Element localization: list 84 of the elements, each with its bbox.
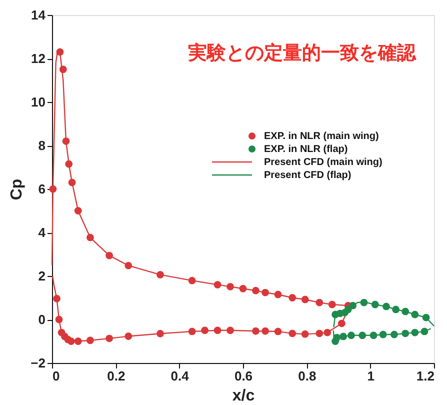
x-tick-label: 0.4 <box>170 368 190 384</box>
point <box>349 302 357 310</box>
point <box>86 234 94 242</box>
x-tick-label: 0 <box>52 368 60 384</box>
point <box>214 281 222 288</box>
x-tick-label: 1 <box>367 368 374 384</box>
y-tick-label: 6 <box>38 182 46 196</box>
point <box>324 328 332 336</box>
point <box>106 252 114 260</box>
x-tick-label: 0.2 <box>107 368 126 384</box>
point <box>340 332 347 340</box>
text: 実験との定量的一致を確認 <box>187 42 417 64</box>
point <box>106 334 114 342</box>
point <box>316 330 324 338</box>
point <box>53 294 60 302</box>
x-tick-label: 0.8 <box>298 368 316 384</box>
point <box>68 178 76 186</box>
point <box>49 185 57 193</box>
point <box>370 332 378 340</box>
point <box>156 330 164 338</box>
point <box>201 326 209 334</box>
point <box>56 48 64 56</box>
x-tick-label: 0.6 <box>234 368 253 384</box>
point <box>316 298 324 306</box>
point <box>252 327 260 335</box>
point <box>382 302 390 310</box>
point <box>274 290 282 298</box>
point <box>288 294 296 302</box>
point <box>65 160 73 168</box>
point <box>124 262 132 270</box>
point <box>262 288 269 296</box>
point <box>124 332 132 340</box>
point <box>274 328 282 336</box>
legend-label: EXP. in NLR (flap) <box>264 144 348 155</box>
point <box>411 328 419 336</box>
point <box>402 308 410 316</box>
point <box>262 327 269 335</box>
point <box>328 300 336 308</box>
point <box>156 270 164 278</box>
y-axis-title: Cp <box>8 178 26 200</box>
point <box>55 316 63 324</box>
point <box>226 326 234 334</box>
point <box>338 320 346 328</box>
point <box>59 66 67 74</box>
y-tick-label: 12 <box>31 51 46 66</box>
y-tick-label: 4 <box>38 225 46 240</box>
y-tick-label: 10 <box>31 94 46 110</box>
point <box>288 330 296 338</box>
point <box>74 207 82 214</box>
point <box>86 336 94 344</box>
point <box>348 332 355 340</box>
legend-label: Present CFD (flap) <box>264 170 352 181</box>
y-tick-label: 14 <box>31 8 46 22</box>
y-tick-label: 2 <box>38 268 46 284</box>
point <box>392 306 400 314</box>
point <box>252 286 260 294</box>
point <box>226 282 234 290</box>
y-tick-label: 8 <box>38 138 46 153</box>
point <box>358 332 366 340</box>
point <box>74 338 82 345</box>
x-tick-label: 1.2 <box>416 368 434 384</box>
point <box>333 334 341 342</box>
legend-label: EXP. in NLR (main wing) <box>264 131 379 142</box>
point <box>390 330 398 338</box>
y-tick-label: −2 <box>30 356 46 370</box>
point <box>411 310 419 318</box>
y-tick-label: 0 <box>38 312 46 327</box>
point <box>67 338 75 345</box>
legend-label: Present CFD (main wing) <box>264 157 382 168</box>
point <box>188 328 196 336</box>
point <box>62 137 70 145</box>
point <box>214 326 222 334</box>
point <box>379 330 387 338</box>
point <box>239 284 247 292</box>
point <box>360 298 368 306</box>
point <box>420 328 428 336</box>
point <box>301 296 309 304</box>
point <box>422 314 430 322</box>
point <box>344 306 352 314</box>
point <box>402 330 410 338</box>
x-axis-title: x/c <box>232 388 255 404</box>
point <box>188 276 196 284</box>
point <box>301 330 309 338</box>
point <box>371 300 379 308</box>
